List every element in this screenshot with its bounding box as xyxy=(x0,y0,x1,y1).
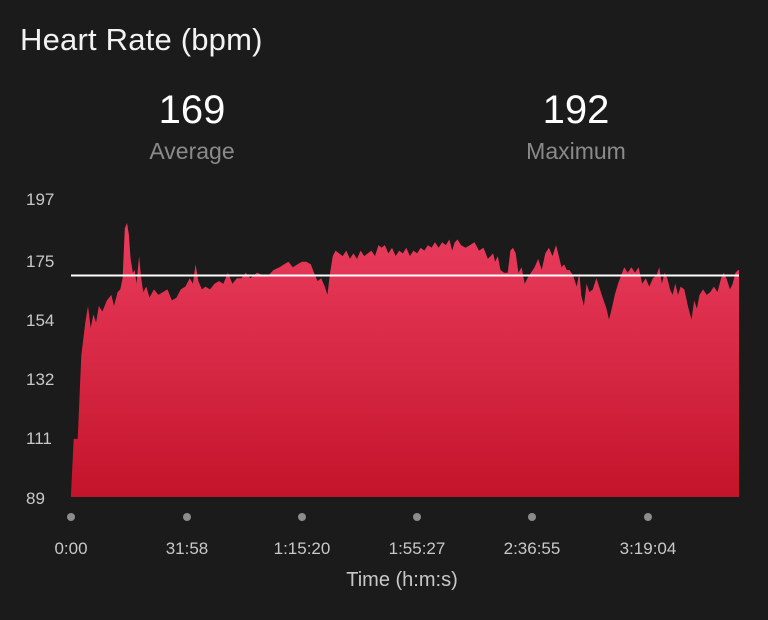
x-tick-label: 2:36:55 xyxy=(504,539,561,558)
x-tick-label: 3:19:04 xyxy=(620,539,677,558)
average-label: Average xyxy=(149,138,235,164)
heart-rate-area xyxy=(71,222,739,497)
y-tick-label: 197 xyxy=(26,190,54,209)
maximum-label: Maximum xyxy=(526,138,626,164)
x-tick-dot xyxy=(67,513,75,521)
average-value: 169 xyxy=(158,88,226,132)
x-tick-label: 1:55:27 xyxy=(389,539,446,558)
page-title: Heart Rate (bpm) xyxy=(20,22,263,57)
x-tick-dot xyxy=(528,513,536,521)
x-tick-dot xyxy=(413,513,421,521)
y-tick-label: 154 xyxy=(26,311,54,330)
y-tick-label: 89 xyxy=(26,489,45,508)
maximum-stat: 192 Maximum xyxy=(476,86,676,165)
y-tick-label: 132 xyxy=(26,370,54,389)
x-tick-dot xyxy=(644,513,652,521)
y-tick-label: 111 xyxy=(26,429,52,448)
maximum-value: 192 xyxy=(542,88,610,132)
average-stat: 169 Average xyxy=(92,86,292,165)
x-tick-label: 31:58 xyxy=(166,539,209,558)
y-tick-label: 175 xyxy=(26,252,54,271)
x-axis-label: Time (h:m:s) xyxy=(346,569,457,591)
x-tick-label: 1:15:20 xyxy=(274,539,331,558)
x-tick-dot xyxy=(183,513,191,521)
x-tick-dot xyxy=(298,513,306,521)
x-tick-label: 0:00 xyxy=(54,539,87,558)
